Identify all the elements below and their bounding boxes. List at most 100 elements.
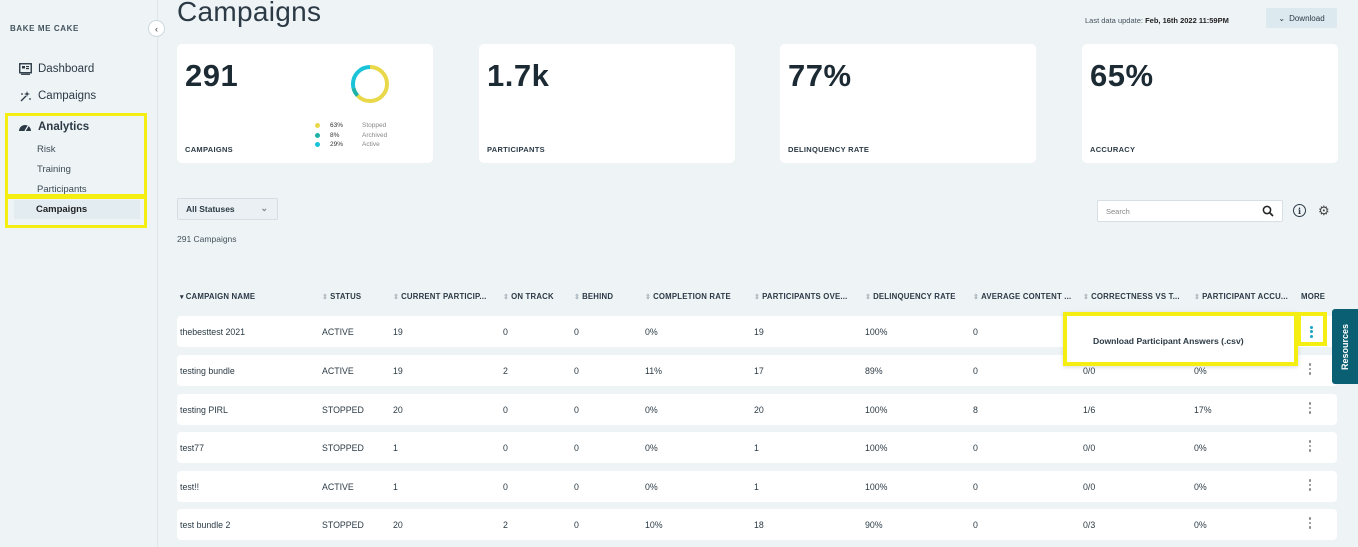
column-header[interactable]: ⇕ BEHIND bbox=[574, 292, 613, 301]
table-cell: 0/3 bbox=[1083, 520, 1096, 530]
sidebar-item-analytics[interactable]: Analytics bbox=[18, 120, 89, 134]
sort-icon: ⇕ bbox=[322, 294, 329, 301]
stat-card-accuracy: 65% ACCURACY bbox=[1082, 44, 1338, 163]
table-cell: 2 bbox=[503, 366, 508, 376]
campaign-count: 291 Campaigns bbox=[177, 234, 237, 244]
sidebar-subitem-participants[interactable]: Participants bbox=[37, 184, 87, 195]
legend-row: 29% Active bbox=[315, 140, 387, 150]
highlight-box bbox=[5, 113, 147, 197]
column-header[interactable]: ⇕ STATUS bbox=[322, 292, 361, 301]
table-row[interactable]: testing PIRL STOPPED 20 0 0 0% 20 100% 8 1/6 17% bbox=[177, 394, 1337, 425]
stat-value: 291 bbox=[185, 58, 239, 93]
table-cell: 1 bbox=[754, 482, 759, 492]
more-actions-button[interactable] bbox=[1307, 478, 1313, 492]
legend-name: Active bbox=[362, 141, 380, 149]
stat-label: DELINQUENCY RATE bbox=[788, 145, 870, 154]
column-header-label: COMPLETION RATE bbox=[653, 292, 731, 301]
column-header[interactable]: ⇕ CURRENT PARTICIP... bbox=[393, 292, 486, 301]
table-cell: 0 bbox=[973, 443, 978, 453]
legend-pct: 63% bbox=[330, 122, 344, 130]
sidebar-item-campaigns[interactable]: Campaigns bbox=[18, 89, 96, 103]
download-button[interactable]: ⌄ Download bbox=[1266, 8, 1337, 28]
row-more-menu: Download Participant Answers (.csv) bbox=[1063, 312, 1298, 366]
table-cell: 20 bbox=[393, 405, 403, 415]
collapse-sidebar-button[interactable]: ‹ bbox=[148, 20, 165, 37]
column-header[interactable]: ⇕ DELINQUENCY RATE bbox=[865, 292, 956, 301]
column-header[interactable]: MORE bbox=[1301, 292, 1325, 301]
sidebar-subitem-risk[interactable]: Risk bbox=[37, 144, 56, 155]
gear-icon[interactable]: ⚙ bbox=[1318, 203, 1330, 218]
stat-label: PARTICIPANTS bbox=[487, 145, 545, 154]
table-cell: 100% bbox=[865, 327, 888, 337]
more-actions-button[interactable] bbox=[1307, 516, 1313, 530]
stat-card-campaigns: 291 63% Stopped 8% Archived 29% Active C… bbox=[177, 44, 433, 163]
table-cell: 0% bbox=[1194, 482, 1207, 492]
sort-icon: ⇕ bbox=[1083, 294, 1090, 301]
more-actions-button[interactable] bbox=[1307, 439, 1313, 453]
sidebar-subitem-campaigns[interactable]: Campaigns bbox=[14, 200, 140, 219]
table-cell: 10% bbox=[645, 520, 663, 530]
table-cell: 89% bbox=[865, 366, 883, 376]
column-header-label: AVERAGE CONTENT ... bbox=[981, 292, 1072, 301]
sidebar-item-dashboard[interactable]: Dashboard bbox=[18, 62, 94, 76]
column-header-label: CURRENT PARTICIP... bbox=[401, 292, 487, 301]
table-cell: ACTIVE bbox=[322, 482, 354, 492]
sort-icon: ⇕ bbox=[645, 294, 652, 301]
page-title: Campaigns bbox=[177, 0, 322, 27]
table-cell: 0 bbox=[574, 327, 579, 337]
column-header[interactable]: ⇕ COMPLETION RATE bbox=[645, 292, 731, 301]
table-cell: testing bundle bbox=[180, 366, 235, 376]
column-header-label: STATUS bbox=[330, 292, 362, 301]
table-cell: 0% bbox=[645, 443, 658, 453]
table-cell: 0% bbox=[1194, 520, 1207, 530]
search-icon[interactable] bbox=[1262, 204, 1274, 222]
table-cell: 19 bbox=[393, 327, 403, 337]
more-actions-button-active[interactable] bbox=[1297, 312, 1327, 346]
resources-tab[interactable]: Resources bbox=[1332, 309, 1358, 384]
table-cell: 0% bbox=[1194, 443, 1207, 453]
search-placeholder: Search bbox=[1106, 207, 1130, 216]
resources-label: Resources bbox=[1340, 323, 1350, 370]
table-cell: 20 bbox=[393, 520, 403, 530]
column-header-label: ON TRACK bbox=[511, 292, 554, 301]
table-cell: 8 bbox=[973, 405, 978, 415]
more-actions-button[interactable] bbox=[1307, 362, 1313, 376]
table-cell: 0 bbox=[574, 366, 579, 376]
table-cell: 0 bbox=[574, 405, 579, 415]
column-header[interactable]: ⇕ AVERAGE CONTENT ... bbox=[973, 292, 1071, 301]
download-label: Download bbox=[1289, 13, 1325, 23]
column-header-label: CAMPAIGN NAME bbox=[185, 292, 256, 301]
table-cell: STOPPED bbox=[322, 443, 364, 453]
search-input[interactable]: Search bbox=[1097, 200, 1283, 222]
table-cell: 0% bbox=[645, 405, 658, 415]
column-header-label: BEHIND bbox=[582, 292, 614, 301]
table-cell: 0 bbox=[574, 443, 579, 453]
column-header[interactable]: ⇕ CORRECTNESS VS T... bbox=[1083, 292, 1180, 301]
table-row[interactable]: test bundle 2 STOPPED 20 2 0 10% 18 90% 0 0/3 0% bbox=[177, 509, 1337, 540]
table-cell: 0% bbox=[645, 327, 658, 337]
column-header[interactable]: ⇕ ON TRACK bbox=[503, 292, 554, 301]
donut-legend: 63% Stopped 8% Archived 29% Active bbox=[315, 121, 387, 150]
legend-dot bbox=[315, 123, 320, 129]
info-icon[interactable]: i bbox=[1293, 204, 1306, 217]
table-row[interactable]: test!! ACTIVE 1 0 0 0% 1 100% 0 0/0 0% bbox=[177, 471, 1337, 502]
download-participant-answers-option[interactable]: Download Participant Answers (.csv) bbox=[1093, 336, 1244, 346]
table-cell: STOPPED bbox=[322, 405, 364, 415]
table-cell: 17 bbox=[754, 366, 764, 376]
column-header[interactable]: ⇕ PARTICIPANTS OVE... bbox=[754, 292, 847, 301]
stat-value: 1.7k bbox=[487, 58, 550, 93]
more-actions-button[interactable] bbox=[1307, 401, 1313, 415]
column-header[interactable]: ⇕ PARTICIPANT ACCU... bbox=[1194, 292, 1288, 301]
sidebar-item-label: Dashboard bbox=[38, 63, 95, 75]
last-update-text: Last data update: Feb, 16th 2022 11:59PM bbox=[1085, 16, 1229, 25]
table-cell: 0 bbox=[973, 520, 978, 530]
table-row[interactable]: test77 STOPPED 1 0 0 0% 1 100% 0 0/0 0% bbox=[177, 432, 1337, 463]
status-filter-select[interactable]: All Statuses ⌄ bbox=[177, 198, 278, 220]
sort-icon: ▾ bbox=[180, 294, 184, 301]
sidebar-subitem-training[interactable]: Training bbox=[37, 164, 71, 175]
sidebar-item-label: Analytics bbox=[38, 121, 90, 133]
sort-icon: ⇕ bbox=[754, 294, 761, 301]
column-header[interactable]: ▾ CAMPAIGN NAME bbox=[180, 292, 255, 301]
table-cell: 0 bbox=[503, 443, 508, 453]
legend-name: Archived bbox=[362, 131, 388, 139]
